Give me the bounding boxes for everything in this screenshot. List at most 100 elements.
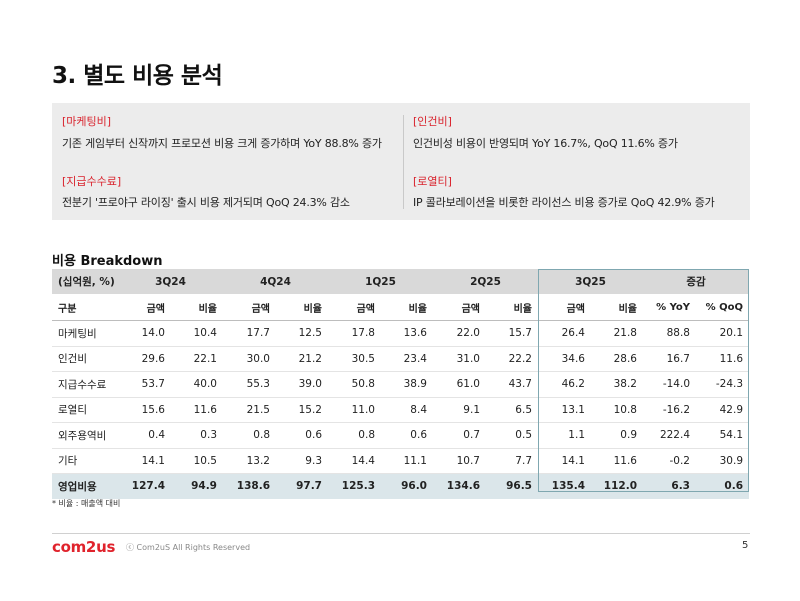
- table-cell: 14.1: [118, 448, 171, 474]
- table-cell: 50.8: [328, 371, 381, 398]
- table-row: 마케팅비 14.0 10.4 17.7 12.5 17.8 13.6 22.0 15.7 26.4…: [52, 320, 750, 347]
- table-cell: 17.7: [223, 320, 276, 347]
- table-cell: 222.4: [643, 422, 696, 449]
- sub-header: 금액: [223, 294, 276, 321]
- unit-label: (십억원, %): [52, 269, 118, 294]
- table-cell: 1.1: [538, 422, 591, 449]
- table-cell: 30.9: [696, 448, 750, 474]
- table-cell: 0.6: [381, 422, 433, 449]
- table-cell: 13.1: [538, 397, 591, 423]
- table-cell: 22.1: [171, 346, 223, 372]
- table-cell: 34.6: [538, 346, 591, 372]
- table-cell: 8.4: [381, 397, 433, 423]
- table-cell: 14.1: [538, 448, 591, 474]
- table-cell: -14.0: [643, 371, 696, 398]
- table-cell: 9.1: [433, 397, 486, 423]
- sub-header: 비율: [381, 294, 433, 321]
- table-cell: 29.6: [118, 346, 171, 372]
- row-label-header: 구분: [52, 294, 118, 321]
- sub-header: 금액: [118, 294, 171, 321]
- summary-tag-royalty: [로열티]: [413, 175, 452, 188]
- table-cell: -0.2: [643, 448, 696, 474]
- table-cell: 96.5: [486, 473, 538, 499]
- page-title: 3. 별도 비용 분석: [52, 63, 223, 89]
- table-cell: 11.1: [381, 448, 433, 474]
- summary-text-fees: 전분기 '프로야구 라이징' 출시 비용 제거되며 QoQ 24.3% 감소: [62, 196, 350, 209]
- table-row: 지급수수료 53.7 40.0 55.3 39.0 50.8 38.9 61.0 43.7 46.…: [52, 371, 750, 398]
- footer-divider: [52, 533, 750, 534]
- sub-header: 비율: [591, 294, 643, 321]
- sub-header: % QoQ: [696, 294, 750, 321]
- summary-divider: [403, 115, 404, 209]
- table-cell: 53.7: [118, 371, 171, 398]
- footnote: * 비율 : 매출액 대비: [52, 499, 121, 508]
- table-cell: 6.3: [643, 473, 696, 499]
- table-cell: 127.4: [118, 473, 171, 499]
- table-cell: 13.2: [223, 448, 276, 474]
- sub-header: % YoY: [643, 294, 696, 321]
- sub-header: 금액: [538, 294, 591, 321]
- cost-breakdown-table: (십억원, %) 3Q24 4Q24 1Q25 2Q25 3Q25 증감 구분 …: [52, 269, 750, 499]
- sub-header: 비율: [171, 294, 223, 321]
- table-cell: 0.3: [171, 422, 223, 449]
- table-row: 로열티 15.6 11.6 21.5 15.2 11.0 8.4 9.1 6.5 13.1 10.8…: [52, 397, 750, 423]
- row-label: 마케팅비: [52, 320, 118, 347]
- table-cell: 21.5: [223, 397, 276, 423]
- table-row: 외주용역비 0.4 0.3 0.8 0.6 0.8 0.6 0.7 0.5 1.1 0.9 222.4…: [52, 422, 750, 449]
- sub-header: 금액: [328, 294, 381, 321]
- sub-header: 금액: [433, 294, 486, 321]
- table-cell: 30.5: [328, 346, 381, 372]
- table-cell: 11.0: [328, 397, 381, 423]
- table-cell: 43.7: [486, 371, 538, 398]
- table-cell: 94.9: [171, 473, 223, 499]
- table-cell: 23.4: [381, 346, 433, 372]
- table-cell: 0.9: [591, 422, 643, 449]
- table-cell: 38.2: [591, 371, 643, 398]
- table-cell: 40.0: [171, 371, 223, 398]
- table-cell: -24.3: [696, 371, 750, 398]
- table-cell: -16.2: [643, 397, 696, 423]
- copyright-text: ⓒ Com2uS All Rights Reserved: [126, 543, 251, 552]
- table-cell: 97.7: [276, 473, 328, 499]
- table-cell: 13.6: [381, 320, 433, 347]
- table-cell: 0.8: [328, 422, 381, 449]
- table-cell: 125.3: [328, 473, 381, 499]
- row-label: 지급수수료: [52, 371, 118, 398]
- table-cell: 11.6: [696, 346, 750, 372]
- period-header: 3Q24: [118, 269, 223, 294]
- table-cell: 39.0: [276, 371, 328, 398]
- table-cell: 55.3: [223, 371, 276, 398]
- row-label: 인건비: [52, 346, 118, 372]
- table-cell: 10.5: [171, 448, 223, 474]
- table-cell: 54.1: [696, 422, 750, 449]
- period-header: 증감: [643, 269, 750, 294]
- table-cell: 17.8: [328, 320, 381, 347]
- table-cell: 26.4: [538, 320, 591, 347]
- table-cell: 46.2: [538, 371, 591, 398]
- period-header: 1Q25: [328, 269, 433, 294]
- table-cell: 15.7: [486, 320, 538, 347]
- table-cell: 96.0: [381, 473, 433, 499]
- period-header: 2Q25: [433, 269, 538, 294]
- total-row: 영업비용 127.4 94.9 138.6 97.7 125.3 96.0 134.6 96.5…: [52, 473, 750, 499]
- table-cell: 31.0: [433, 346, 486, 372]
- row-label: 로열티: [52, 397, 118, 423]
- sub-header: 비율: [486, 294, 538, 321]
- table-cell: 21.8: [591, 320, 643, 347]
- company-logo: com2us: [52, 538, 116, 556]
- table-cell: 11.6: [591, 448, 643, 474]
- table-cell: 28.6: [591, 346, 643, 372]
- table-cell: 10.7: [433, 448, 486, 474]
- summary-text-marketing: 기존 게임부터 신작까지 프로모션 비용 크게 증가하며 YoY 88.8% 증…: [62, 137, 382, 150]
- table-cell: 6.5: [486, 397, 538, 423]
- summary-text-royalty: IP 콜라보레이션을 비롯한 라이선스 비용 증가로 QoQ 42.9% 증가: [413, 196, 715, 209]
- table-cell: 30.0: [223, 346, 276, 372]
- period-header: 4Q24: [223, 269, 328, 294]
- table-cell: 112.0: [591, 473, 643, 499]
- table-cell: 22.2: [486, 346, 538, 372]
- table-cell: 11.6: [171, 397, 223, 423]
- row-label: 기타: [52, 448, 118, 474]
- summary-tag-labor: [인건비]: [413, 115, 452, 128]
- table-cell: 138.6: [223, 473, 276, 499]
- table-cell: 7.7: [486, 448, 538, 474]
